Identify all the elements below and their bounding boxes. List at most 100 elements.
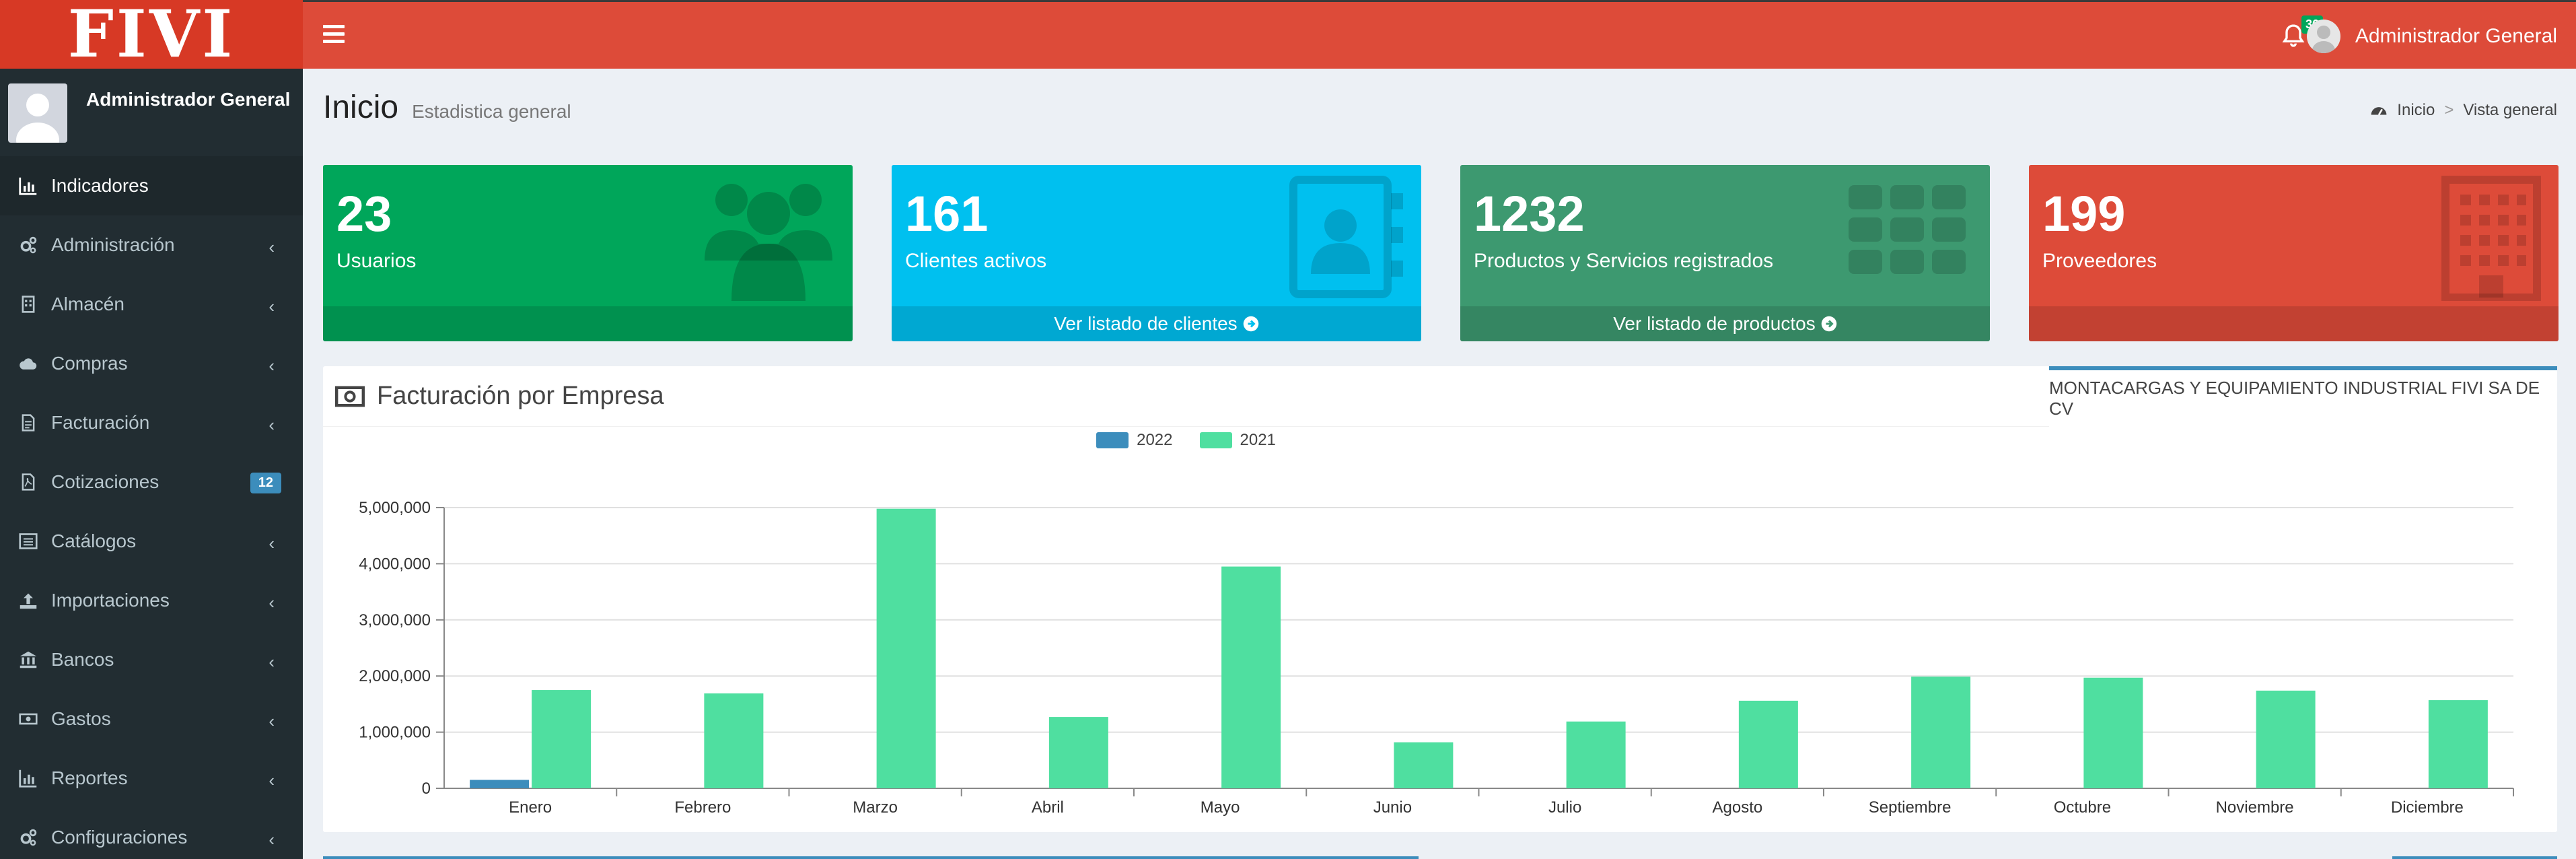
bar-chart: 0 1,000,000 2,000,000 3,000,000 4,000,000 5,0…: [359, 499, 2514, 817]
chevron-left-icon: ‹: [269, 829, 275, 850]
chevron-left-icon: ‹: [269, 237, 275, 257]
sidebar-item-gastos[interactable]: Gastos ‹: [0, 689, 303, 749]
sidebar-user-name: Administrador General: [86, 89, 291, 110]
y-tick-label: 0: [422, 780, 431, 798]
chart-title: Facturación por Empresa: [377, 382, 664, 410]
money-icon: [17, 708, 39, 730]
sidebar-item-cotizaciones[interactable]: Cotizaciones 12: [0, 452, 303, 512]
stat-footer-link[interactable]: Ver listado de productos: [1460, 306, 1990, 341]
chart-legend: 2022 2021: [323, 431, 2049, 450]
sidebar-item-importaciones[interactable]: Importaciones ‹: [0, 571, 303, 630]
bar-chart-icon: [17, 175, 39, 197]
chevron-left-icon: ‹: [269, 355, 275, 376]
stat-footer-link[interactable]: Ver listado de clientes: [892, 306, 1421, 341]
stat-label: Productos y Servicios registrados: [1474, 250, 1774, 272]
sidebar-item-compras[interactable]: Compras ‹: [0, 334, 303, 393]
stat-footer: [323, 306, 853, 341]
legend-label: 2022: [1137, 431, 1173, 449]
bar-2021: [1566, 721, 1626, 788]
money-icon: [335, 386, 365, 407]
x-tick-label: Julio: [1548, 798, 1581, 817]
user-menu-name: Administrador General: [2355, 25, 2557, 47]
x-tick-label: Marzo: [853, 798, 898, 817]
sidebar-item-reportes[interactable]: Reportes ‹: [0, 749, 303, 808]
sidebar-item-label: Configuraciones: [51, 827, 188, 848]
sidebar-item-label: Administración: [51, 234, 175, 255]
legend-label: 2021: [1240, 431, 1276, 449]
sidebar-item-label: Compras: [51, 353, 128, 374]
bar-2021: [2083, 677, 2143, 788]
sidebar-item-label: Facturación: [51, 412, 150, 433]
chevron-left-icon: ‹: [269, 592, 275, 613]
page-title-text: Inicio: [323, 90, 399, 125]
x-tick-label: Septiembre: [1869, 798, 1952, 817]
sidebar-item-almacen[interactable]: Almacén ‹: [0, 275, 303, 334]
address-book-icon: [1289, 176, 1403, 298]
cotizaciones-count-badge: 12: [250, 473, 281, 493]
legend-item-2021[interactable]: 2021: [1199, 431, 1276, 450]
page-subtitle: Estadistica general: [412, 101, 571, 122]
stat-box-productos: 1232 Productos y Servicios registrados V…: [1460, 165, 1990, 341]
bar-2021: [2256, 690, 2316, 788]
bar-2022: [470, 780, 530, 788]
arrow-circle-right-icon: [1821, 316, 1836, 332]
sidebar-item-bancos[interactable]: Bancos ‹: [0, 630, 303, 689]
user-menu[interactable]: Administrador General: [2306, 20, 2557, 53]
stat-footer-label: Ver listado de clientes: [1054, 313, 1238, 334]
sidebar-item-label: Catálogos: [51, 530, 137, 551]
x-tick-label: Mayo: [1201, 798, 1240, 817]
logo-text: FIVI: [67, 0, 236, 72]
sidebar-toggle-icon[interactable]: [323, 25, 345, 44]
chevron-left-icon: ‹: [269, 711, 275, 731]
bar-2021: [1221, 566, 1281, 788]
bell-icon[interactable]: [2280, 21, 2307, 50]
stat-footer-label: Ver listado de productos: [1613, 313, 1816, 334]
tab-company-label: MONTACARGAS Y EQUIPAMIENTO INDUSTRIAL FI…: [2049, 378, 2540, 419]
bar-2021: [532, 690, 592, 788]
file-text-icon: [17, 412, 39, 434]
breadcrumb: Inicio > Vista general: [2370, 101, 2557, 120]
breadcrumb-home[interactable]: Inicio: [2397, 101, 2435, 119]
x-tick-label: Octubre: [2054, 798, 2111, 817]
bar-2021: [1048, 717, 1108, 788]
sidebar-item-configuraciones[interactable]: Configuraciones ‹: [0, 808, 303, 859]
x-tick-label: Abril: [1032, 798, 1064, 817]
stat-value: 1232: [1474, 186, 1585, 242]
sidebar-item-indicadores[interactable]: Indicadores: [0, 156, 303, 215]
gears-icon: [17, 827, 39, 848]
brand-logo[interactable]: FIVI: [0, 0, 303, 69]
sidebar-item-administracion[interactable]: Administración ‹: [0, 215, 303, 275]
legend-swatch: [1199, 432, 1232, 448]
legend-item-2022[interactable]: 2022: [1096, 431, 1173, 450]
chevron-left-icon: ‹: [269, 652, 275, 672]
sidebar-item-label: Reportes: [51, 767, 128, 788]
sidebar-item-label: Gastos: [51, 708, 111, 729]
sidebar-item-label: Importaciones: [51, 590, 170, 611]
tab-company[interactable]: MONTACARGAS Y EQUIPAMIENTO INDUSTRIAL FI…: [2049, 366, 2557, 427]
x-tick-label: Agosto: [1713, 798, 1763, 817]
bar-2021: [1394, 742, 1454, 788]
bar-chart-icon: [17, 767, 39, 789]
building-icon: [17, 294, 39, 315]
y-tick-label: 1,000,000: [359, 724, 431, 742]
users-icon: [705, 184, 832, 301]
stat-label: Proveedores: [2042, 250, 2157, 272]
stat-value: 199: [2042, 186, 2126, 242]
stat-box-proveedores: 199 Proveedores: [2029, 165, 2559, 341]
bar-2021: [876, 508, 936, 788]
stat-value: 161: [905, 186, 989, 242]
stat-label: Clientes activos: [905, 250, 1047, 272]
sidebar-item-catalogos[interactable]: Catálogos ‹: [0, 512, 303, 571]
x-tick-label: Febrero: [674, 798, 731, 817]
th-icon: [1849, 185, 1966, 274]
avatar: [2306, 20, 2340, 53]
breadcrumb-separator: >: [2444, 101, 2454, 119]
y-tick-label: 3,000,000: [359, 611, 431, 629]
gears-icon: [17, 234, 39, 256]
sidebar-item-facturacion[interactable]: Facturación ‹: [0, 393, 303, 452]
bar-2021: [1911, 677, 1971, 788]
file-pdf-icon: [17, 471, 39, 493]
chart-panel: Facturación por Empresa MONTACARGAS Y EQ…: [323, 366, 2557, 832]
next-panel-edge: [2392, 856, 2557, 859]
x-tick-label: Junio: [1373, 798, 1412, 817]
